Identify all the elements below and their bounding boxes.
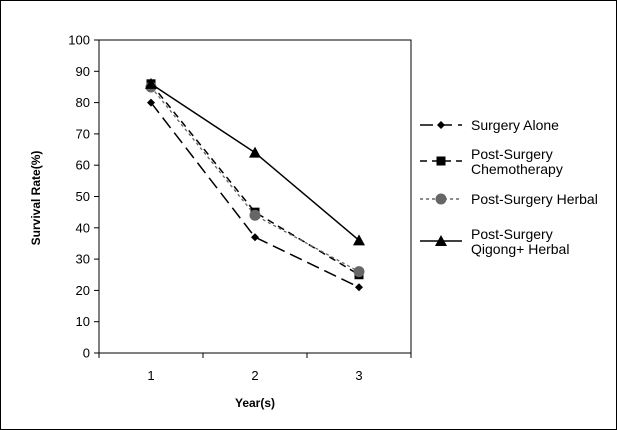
legend: Surgery AlonePost-SurgeryChemotherapyPos… xyxy=(420,117,598,257)
legend-marker xyxy=(436,156,446,166)
series-line xyxy=(150,102,360,288)
y-tick-label: 60 xyxy=(76,158,90,173)
data-point xyxy=(145,77,157,89)
y-tick-label: 20 xyxy=(76,283,90,298)
legend-marker xyxy=(435,235,447,246)
y-tick-label: 0 xyxy=(83,346,90,361)
legend-label: Post-Surgery xyxy=(471,226,553,242)
y-tick-label: 80 xyxy=(76,95,90,110)
series-4 xyxy=(145,77,365,246)
series-1 xyxy=(147,98,363,292)
x-axis-title: Year(s) xyxy=(235,396,275,410)
legend-label: Chemotherapy xyxy=(471,161,563,177)
y-tick-label: 50 xyxy=(76,189,90,204)
y-axis-title: Survival Rate(%) xyxy=(29,151,43,246)
x-tick-label: 2 xyxy=(251,368,258,383)
legend-label: Post-Surgery Herbal xyxy=(471,191,598,207)
y-tick-label: 70 xyxy=(76,126,90,141)
data-point xyxy=(353,234,365,246)
x-tick-label: 3 xyxy=(355,368,362,383)
y-tick-label: 30 xyxy=(76,252,90,267)
data-point xyxy=(249,209,261,221)
y-tick-label: 90 xyxy=(76,64,90,79)
y-tick-label: 40 xyxy=(76,220,90,235)
y-tick-label: 10 xyxy=(76,314,90,329)
legend-marker xyxy=(435,193,447,205)
y-axis: 0 10 20 30 40 50 60 70 80 90 100 xyxy=(68,33,99,361)
legend-label: Qigong+ Herbal xyxy=(471,241,569,257)
data-point xyxy=(147,98,155,107)
x-axis: 1 2 3 xyxy=(98,353,412,383)
legend-label: Post-Surgery xyxy=(471,146,553,162)
data-point xyxy=(251,233,259,242)
legend-item: Surgery Alone xyxy=(420,117,559,133)
series-layer xyxy=(145,77,365,292)
series-line xyxy=(150,83,360,276)
legend-label: Surgery Alone xyxy=(471,117,559,133)
data-point xyxy=(249,146,261,158)
legend-marker xyxy=(437,121,445,129)
x-tick-label: 1 xyxy=(147,368,154,383)
data-point xyxy=(355,283,363,292)
legend-item: Post-Surgery Herbal xyxy=(420,191,598,207)
y-tick-label: 100 xyxy=(68,33,90,48)
data-point xyxy=(353,266,365,278)
series-line xyxy=(150,86,360,273)
